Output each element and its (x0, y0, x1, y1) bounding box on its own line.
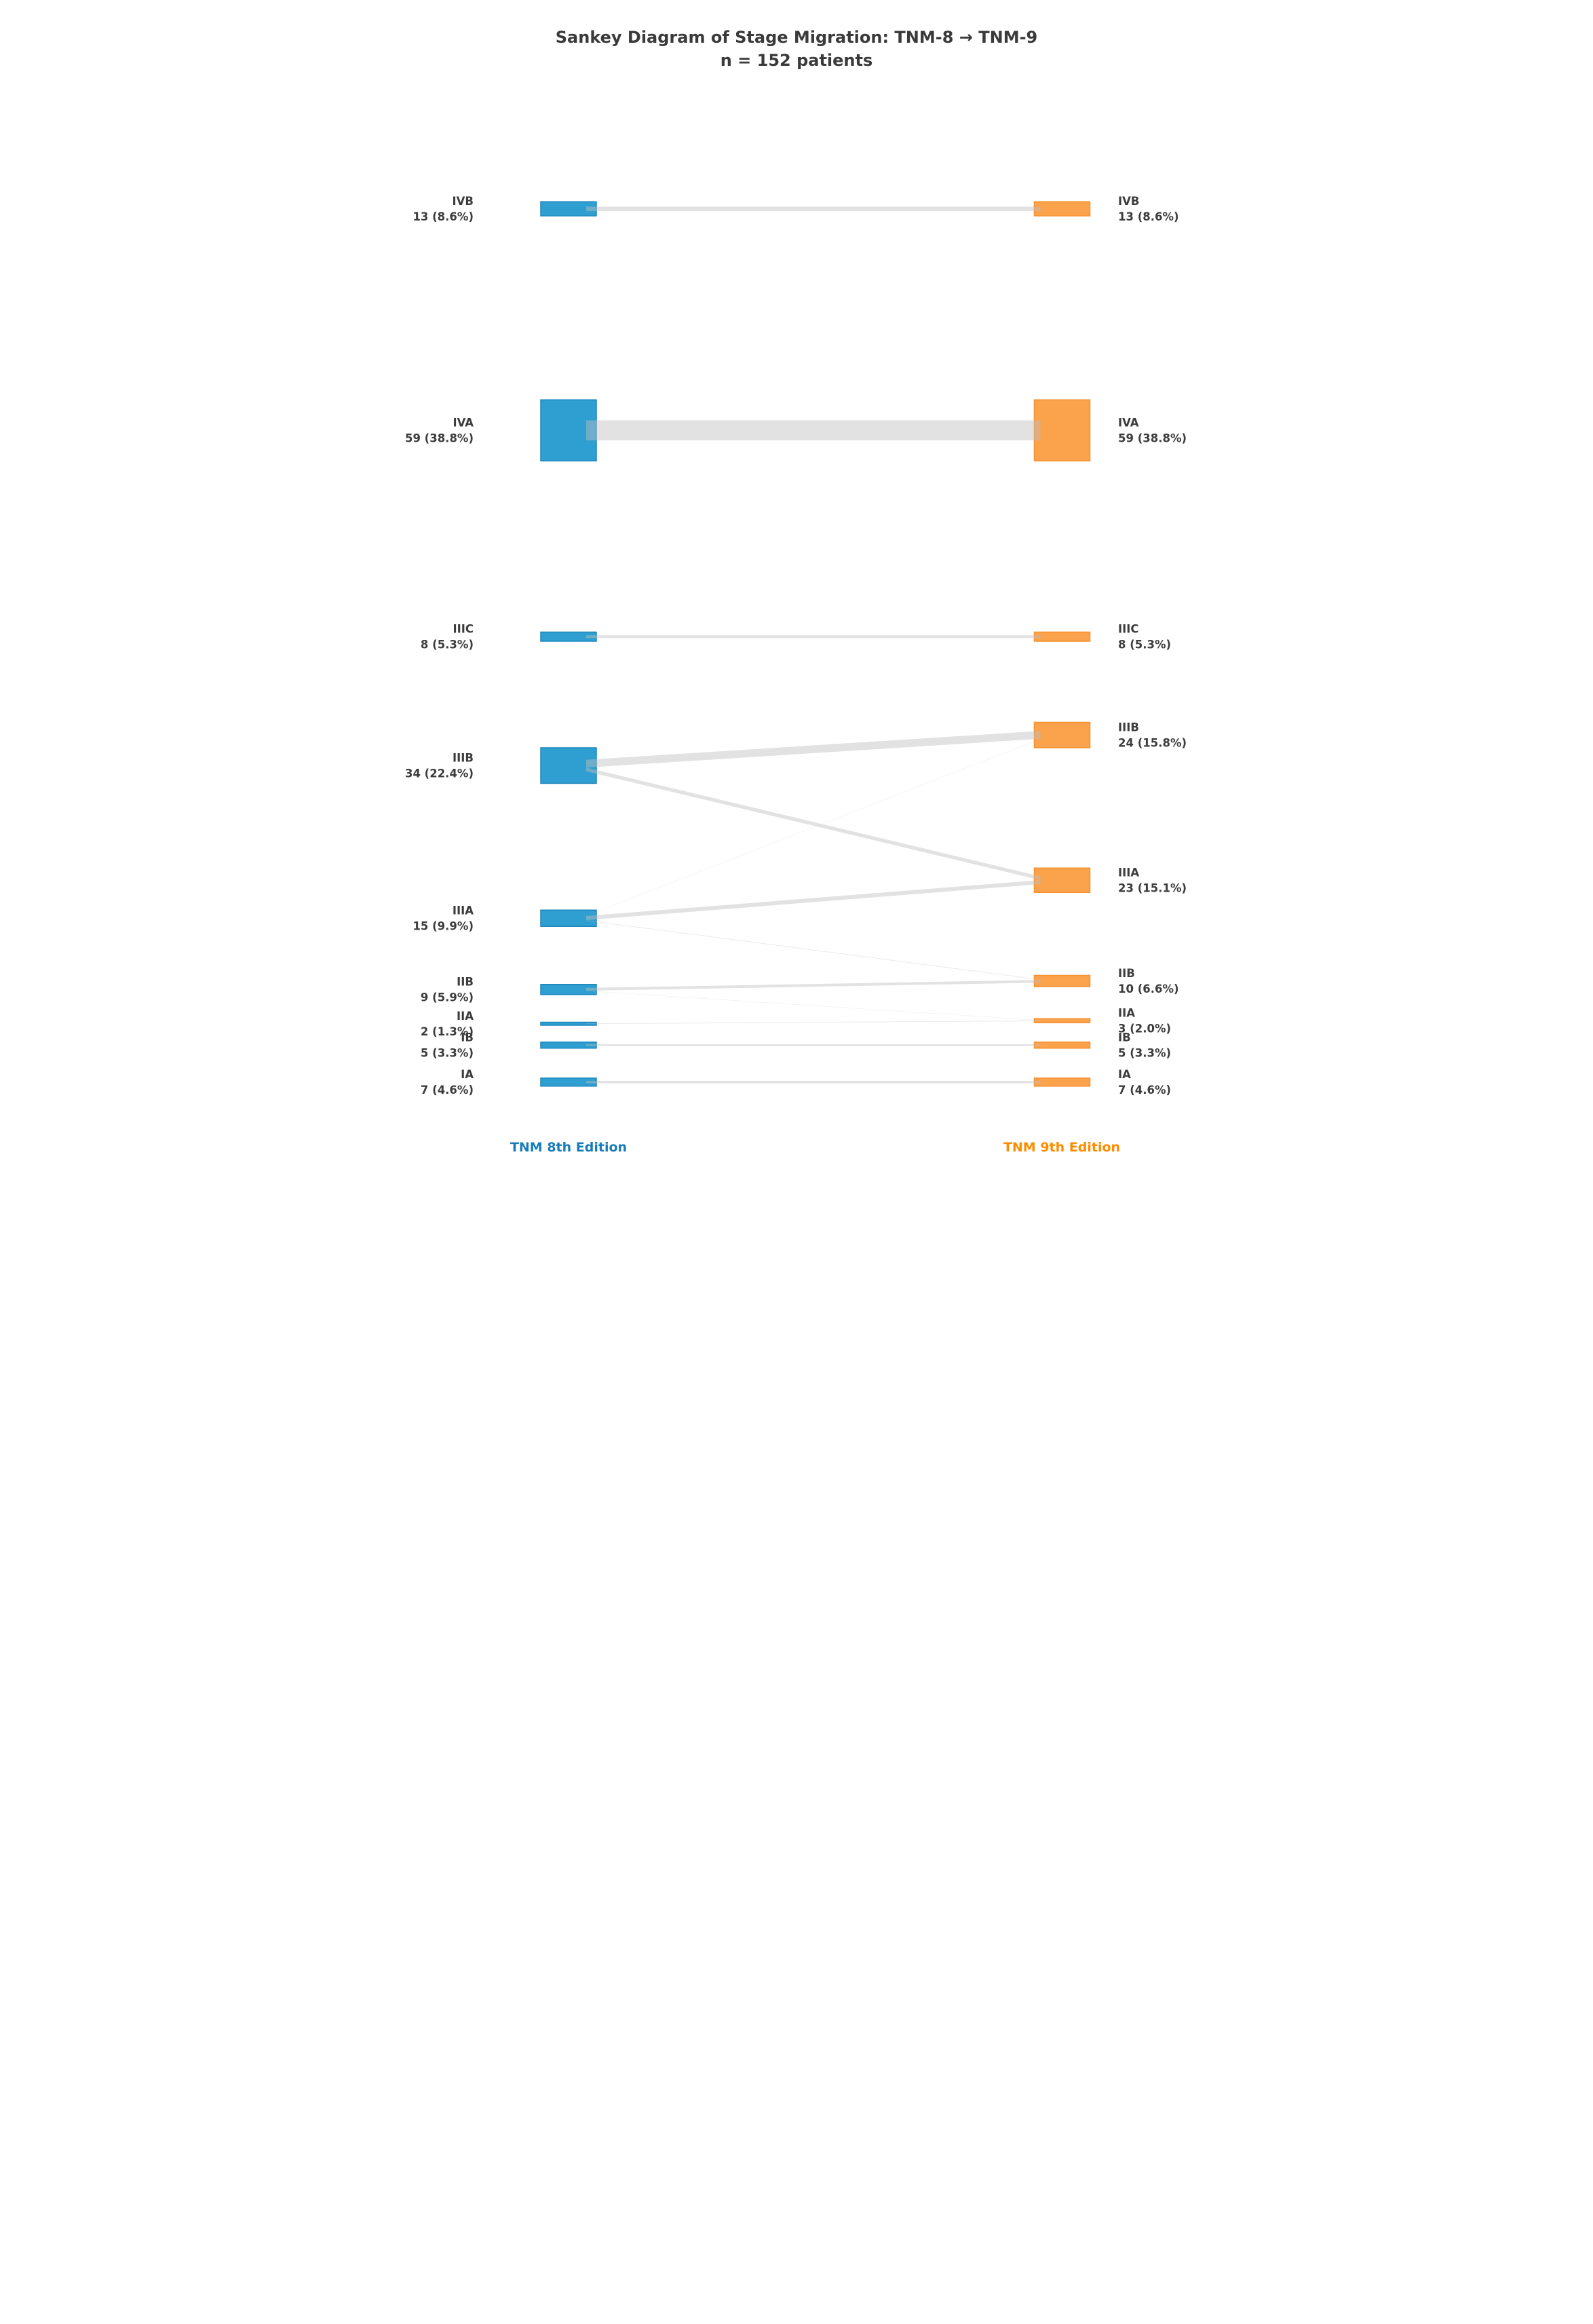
node-label-count-right-IB: 5 (3.3%) (1118, 1046, 1171, 1059)
sankey-node-left-IIIA (540, 909, 597, 927)
sankey-link-IVA-to-IVA (586, 420, 1041, 440)
sankey-node-left-IIB (540, 984, 597, 995)
sankey-link-IB-to-IB (586, 1044, 1041, 1046)
node-label-stage-right-IIA: IIA (1118, 1006, 1135, 1019)
node-label-stage-left-IA: IA (461, 1068, 474, 1081)
sankey-node-left-IA (540, 1078, 597, 1087)
node-label-count-left-IVA: 59 (38.8%) (405, 432, 474, 444)
sankey-node-right-IIIA (1033, 867, 1091, 893)
sankey-node-left-IIA (540, 1021, 597, 1026)
node-label-count-right-IVA: 59 (38.8%) (1118, 432, 1187, 444)
sankey-node-right-IA (1033, 1078, 1091, 1087)
node-label-count-left-IIB: 9 (5.9%) (421, 991, 474, 1004)
node-label-stage-right-IB: IB (1118, 1031, 1131, 1044)
sankey-figure: Sankey Diagram of Stage Migration: TNM-8… (398, 0, 1195, 1162)
node-label-count-right-IIIC: 8 (5.3%) (1118, 638, 1171, 651)
sankey-link-IA-to-IA (586, 1081, 1041, 1084)
sankey-node-left-IVA (540, 399, 597, 461)
node-label-count-right-IVB: 13 (8.6%) (1118, 210, 1179, 223)
node-label-stage-left-IIIB: IIIB (453, 751, 474, 764)
sankey-node-right-IB (1033, 1042, 1091, 1049)
sankey-canvas: IVB 13 (8.6%) IVA 59 (38.8%) IIIC 8 (5.3%) III… (405, 195, 1187, 1097)
sankey-link-IVB-to-IVB (586, 206, 1041, 211)
sankey-link-IIIB-to-IIIB (586, 731, 1041, 768)
sankey-node-right-IVA (1033, 399, 1091, 461)
axis-label-tnm9: TNM 9th Edition (1003, 1140, 1121, 1155)
node-label-count-left-IVB: 13 (8.6%) (412, 210, 474, 223)
node-label-count-right-IIIB: 24 (15.8%) (1118, 736, 1187, 749)
sankey-node-right-IVB (1033, 201, 1091, 216)
sankey-link-IIIA-to-IIIA (586, 880, 1041, 920)
sankey-link-IIIB-to-IIIA (586, 767, 1041, 880)
sankey-link-IIB-to-IIA (586, 991, 1041, 1021)
node-label-count-left-IIIB: 34 (22.4%) (405, 767, 474, 780)
node-label-stage-right-IIB: IIB (1118, 967, 1135, 980)
sankey-link-IIIA-to-IIB (586, 920, 1041, 980)
sankey-link-IIA-to-IIA (586, 1021, 1041, 1025)
node-label-count-right-IIIA: 23 (15.1%) (1118, 881, 1187, 894)
node-label-count-right-IIB: 10 (6.6%) (1118, 983, 1179, 995)
node-label-count-left-IIIA: 15 (9.9%) (412, 919, 474, 932)
node-label-stage-right-IIIA: IIIA (1118, 866, 1139, 879)
node-label-stage-left-IB: IB (461, 1031, 474, 1044)
node-label-count-left-IA: 7 (4.6%) (421, 1084, 474, 1097)
node-label-stage-left-IVA: IVA (453, 416, 474, 429)
node-label-count-left-IB: 5 (3.3%) (421, 1046, 474, 1059)
sankey-node-left-IIIC (540, 631, 597, 642)
node-label-stage-left-IVB: IVB (453, 195, 474, 208)
node-label-count-right-IIA: 3 (2.0%) (1118, 1022, 1171, 1035)
node-label-count-left-IIIC: 8 (5.3%) (421, 638, 474, 651)
node-label-count-right-IA: 7 (4.6%) (1118, 1084, 1171, 1097)
node-label-stage-left-IIA: IIA (457, 1010, 474, 1023)
sankey-node-left-IIIB (540, 747, 597, 784)
node-label-count-left-IIA: 2 (1.3%) (421, 1025, 474, 1038)
sankey-node-right-IIIB (1033, 721, 1091, 748)
sankey-node-right-IIA (1033, 1018, 1091, 1023)
node-label-stage-left-IIB: IIB (457, 975, 474, 988)
chart-title-block: Sankey Diagram of Stage Migration: TNM-8… (398, 26, 1195, 72)
axis-label-tnm8: TNM 8th Edition (510, 1140, 628, 1155)
sankey-node-left-IVB (540, 201, 597, 216)
sankey-link-IIIA-to-IIIB (586, 738, 1041, 916)
chart-subtitle: n = 152 patients (720, 51, 873, 70)
sankey-link-IIB-to-IIB (586, 980, 1041, 991)
node-label-stage-right-IIIB: IIIB (1118, 721, 1139, 734)
sankey-node-right-IIB (1033, 974, 1091, 987)
node-label-stage-left-IIIA: IIIA (453, 904, 474, 917)
sankey-node-right-IIIC (1033, 631, 1091, 642)
node-label-stage-right-IIIC: IIIC (1118, 622, 1139, 635)
sankey-node-left-IB (540, 1042, 597, 1049)
node-label-stage-right-IVB: IVB (1118, 195, 1140, 208)
node-label-stage-right-IVA: IVA (1118, 416, 1139, 429)
node-label-stage-right-IA: IA (1118, 1068, 1131, 1081)
sankey-link-IIIC-to-IIIC (586, 635, 1041, 639)
chart-title: Sankey Diagram of Stage Migration: TNM-8… (555, 28, 1038, 47)
node-label-stage-left-IIIC: IIIC (453, 622, 474, 635)
